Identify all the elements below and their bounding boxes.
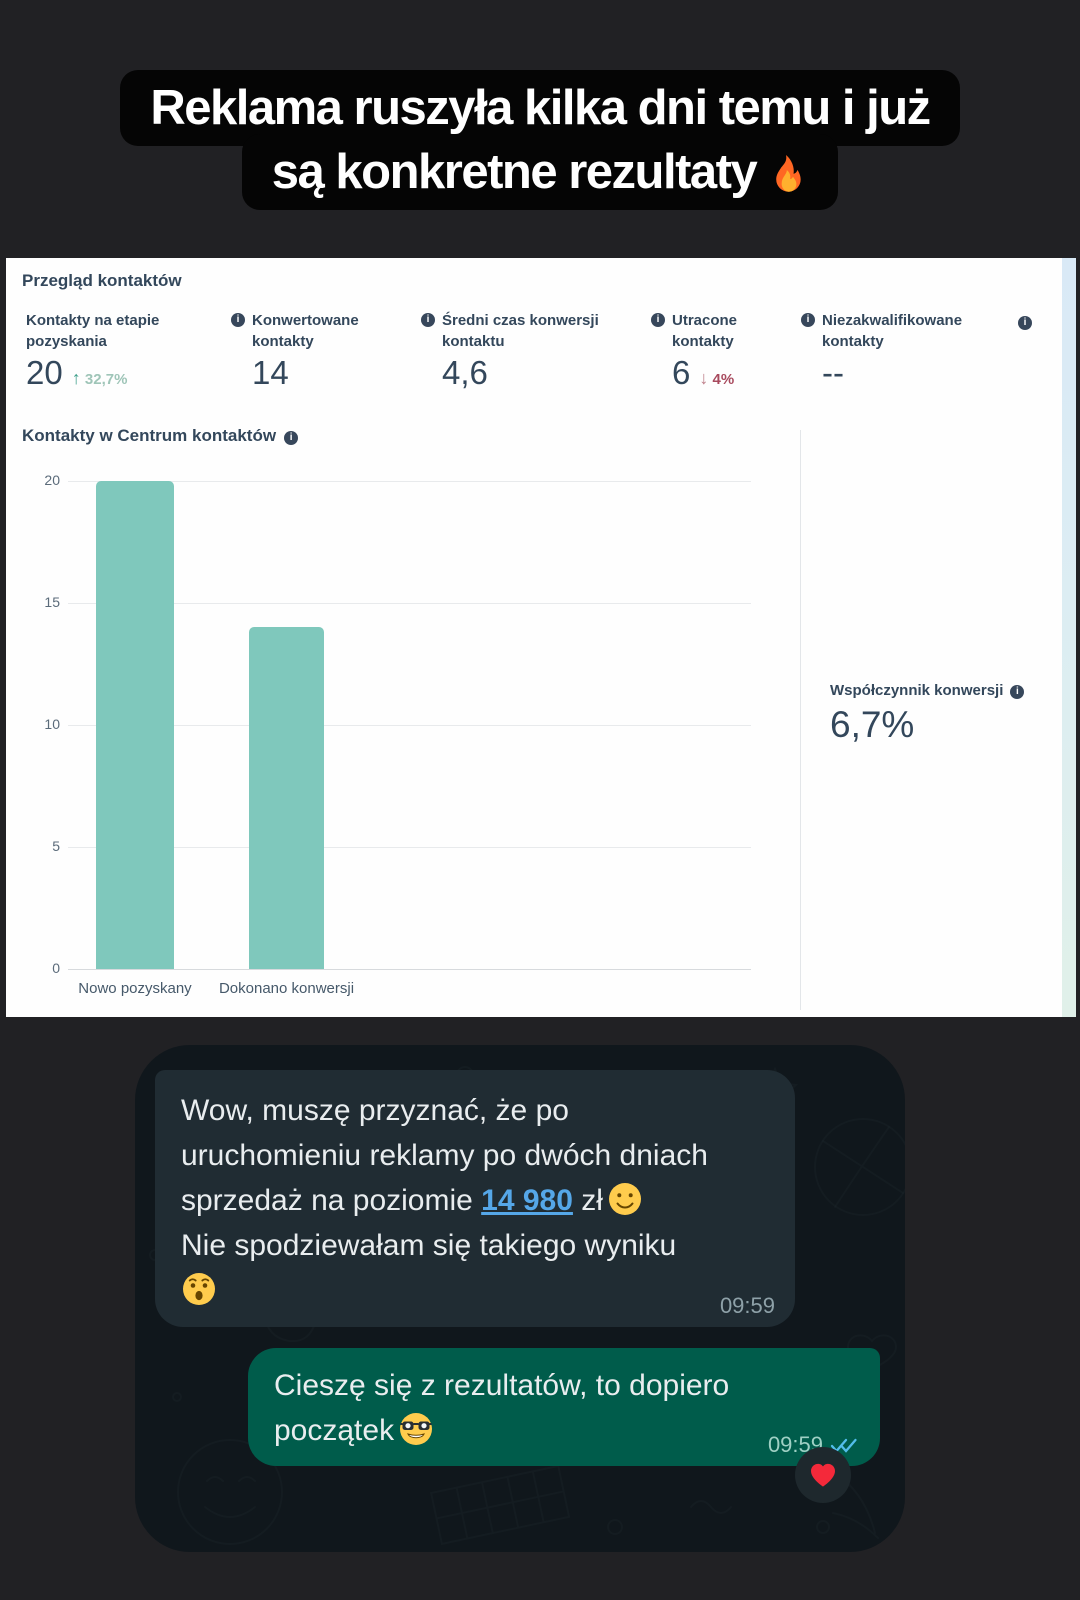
metric-value: 20 ↑ 32,7%	[26, 354, 127, 392]
info-icon[interactable]: i	[231, 313, 245, 327]
metric-label-text: Kontakty na etapie pozyskania	[26, 312, 160, 350]
gridline	[68, 481, 751, 482]
heart-reaction[interactable]	[795, 1447, 851, 1503]
y-tick-label: 0	[52, 960, 60, 976]
info-icon[interactable]: i	[801, 313, 815, 327]
headline-line2: są konkretne rezultaty	[271, 145, 758, 199]
metric-value-number: 6	[672, 354, 691, 391]
message-line: sprzedaż na poziomie 14 980 zł	[181, 1178, 771, 1223]
message-time: 09:59	[719, 1293, 775, 1318]
metric-value: --	[822, 354, 844, 392]
info-icon[interactable]: i	[1010, 685, 1025, 699]
metric-label-text: Niezakwalifikowane kontakty	[822, 312, 963, 350]
message-text: początek	[274, 1414, 395, 1447]
message-line	[181, 1268, 771, 1313]
message-text: sprzedaż na poziomie	[181, 1184, 482, 1217]
headline: Reklama ruszyła kilka dni temu i już są …	[0, 70, 1080, 210]
gridline	[68, 847, 751, 848]
metric-label-text: Średni czas konwersji kontaktu	[442, 312, 599, 350]
up-arrow-icon: ↑	[71, 368, 81, 388]
nerd-face-emoji	[400, 1413, 433, 1445]
metric-value-number: 14	[252, 354, 289, 391]
metric-column: Kontakty na etapie pozyskania 20 ↑ 32,7%	[26, 310, 221, 391]
y-tick-label: 20	[44, 472, 60, 488]
message-line: Wow, muszę przyznać, że po	[181, 1094, 569, 1127]
metric-column: i Niezakwalifikowane kontakty --	[801, 310, 1011, 391]
metric-delta-up: ↑ 32,7%	[72, 368, 128, 389]
metric-value: 14	[252, 354, 289, 392]
message-text: zł	[572, 1184, 603, 1217]
slightly-smiling-face-emoji	[608, 1183, 641, 1215]
y-tick-label: 10	[44, 716, 60, 732]
message-line: uruchomieniu reklamy po dwóch dniach	[181, 1139, 708, 1172]
y-tick-label: 5	[52, 838, 60, 854]
metric-column: i Konwertowane kontakty 14	[231, 310, 396, 391]
metric-delta-text: 32,7%	[80, 371, 128, 388]
metric-delta-down: ↓ 4%	[699, 368, 734, 389]
bar-dokonano-konwersji[interactable]	[249, 627, 324, 969]
gridline	[68, 725, 751, 726]
metric-label: i Niezakwalifikowane kontakty	[801, 310, 1011, 352]
metric-value: 6 ↓ 4%	[672, 354, 734, 392]
metric-delta-text: 4%	[708, 371, 735, 388]
conversion-rate-label: Współczynnik konwersji i	[830, 682, 1025, 699]
headline-line2-pill: są konkretne rezultaty	[241, 134, 839, 210]
metric-value: 4,6	[442, 354, 488, 392]
message-line: Cieszę się z rezultatów, to dopiero	[274, 1369, 730, 1402]
gridline	[68, 969, 751, 970]
received-message-bubble: Wow, muszę przyznać, że po uruchomieniu …	[155, 1070, 795, 1327]
whatsapp-chat-screenshot: Wow, muszę przyznać, że po uruchomieniu …	[135, 1045, 905, 1552]
sent-message-bubble: Cieszę się z rezultatów, to dopiero pocz…	[248, 1348, 880, 1466]
surprised-face-emoji	[183, 1273, 215, 1305]
x-axis-label: Dokonano konwersji	[218, 980, 355, 997]
headline-line1-pill: Reklama ruszyła kilka dni temu i już	[120, 70, 960, 146]
fire-emoji-icon	[776, 155, 801, 192]
headline-line1: Reklama ruszyła kilka dni temu i już	[150, 81, 931, 135]
chart-title-text: Kontakty w Centrum kontaktów	[22, 426, 277, 445]
metric-column: i Średni czas konwersji kontaktu 4,6	[421, 310, 636, 391]
conversion-rate-value: 6,7%	[830, 704, 915, 745]
message-line: Nie spodziewałam się takiego wyniku	[181, 1229, 677, 1262]
x-axis-label: Nowo pozyskany	[78, 980, 192, 997]
amount-link[interactable]: 14 980	[481, 1184, 573, 1217]
down-arrow-icon: ↓	[699, 368, 709, 388]
metric-label-text: Utracone kontakty	[672, 312, 738, 350]
dashboard-title: Przegląd kontaktów	[22, 271, 182, 290]
panel-divider	[800, 430, 801, 1010]
metric-value-number: --	[822, 354, 844, 391]
metric-label: i Średni czas konwersji kontaktu	[421, 310, 636, 352]
metric-value-number: 20	[26, 354, 63, 391]
conversion-rate-label-text: Współczynnik konwersji	[830, 682, 1004, 699]
metric-column: i Utracone kontakty 6 ↓ 4%	[651, 310, 791, 391]
metric-label-text: Konwertowane kontakty	[252, 312, 359, 350]
message-line: początek	[274, 1408, 854, 1453]
metric-label: i Utracone kontakty	[651, 310, 791, 352]
bar-nowo-pozyskany[interactable]	[96, 481, 174, 969]
metric-label: Kontakty na etapie pozyskania	[26, 310, 221, 352]
scroll-edge-strip	[1062, 258, 1076, 1017]
info-icon[interactable]: i	[421, 313, 435, 327]
info-icon[interactable]: i	[284, 430, 299, 445]
info-icon[interactable]: i	[1018, 316, 1032, 330]
chart-title: Kontakty w Centrum kontaktów i	[22, 426, 299, 446]
gridline	[68, 603, 751, 604]
contacts-dashboard: Przegląd kontaktów Kontakty na etapie po…	[6, 258, 1076, 1017]
red-heart-icon	[811, 1463, 835, 1487]
metric-label: i Konwertowane kontakty	[231, 310, 396, 352]
y-tick-label: 15	[44, 594, 60, 610]
metric-value-number: 4,6	[442, 354, 488, 391]
info-icon[interactable]: i	[651, 313, 665, 327]
